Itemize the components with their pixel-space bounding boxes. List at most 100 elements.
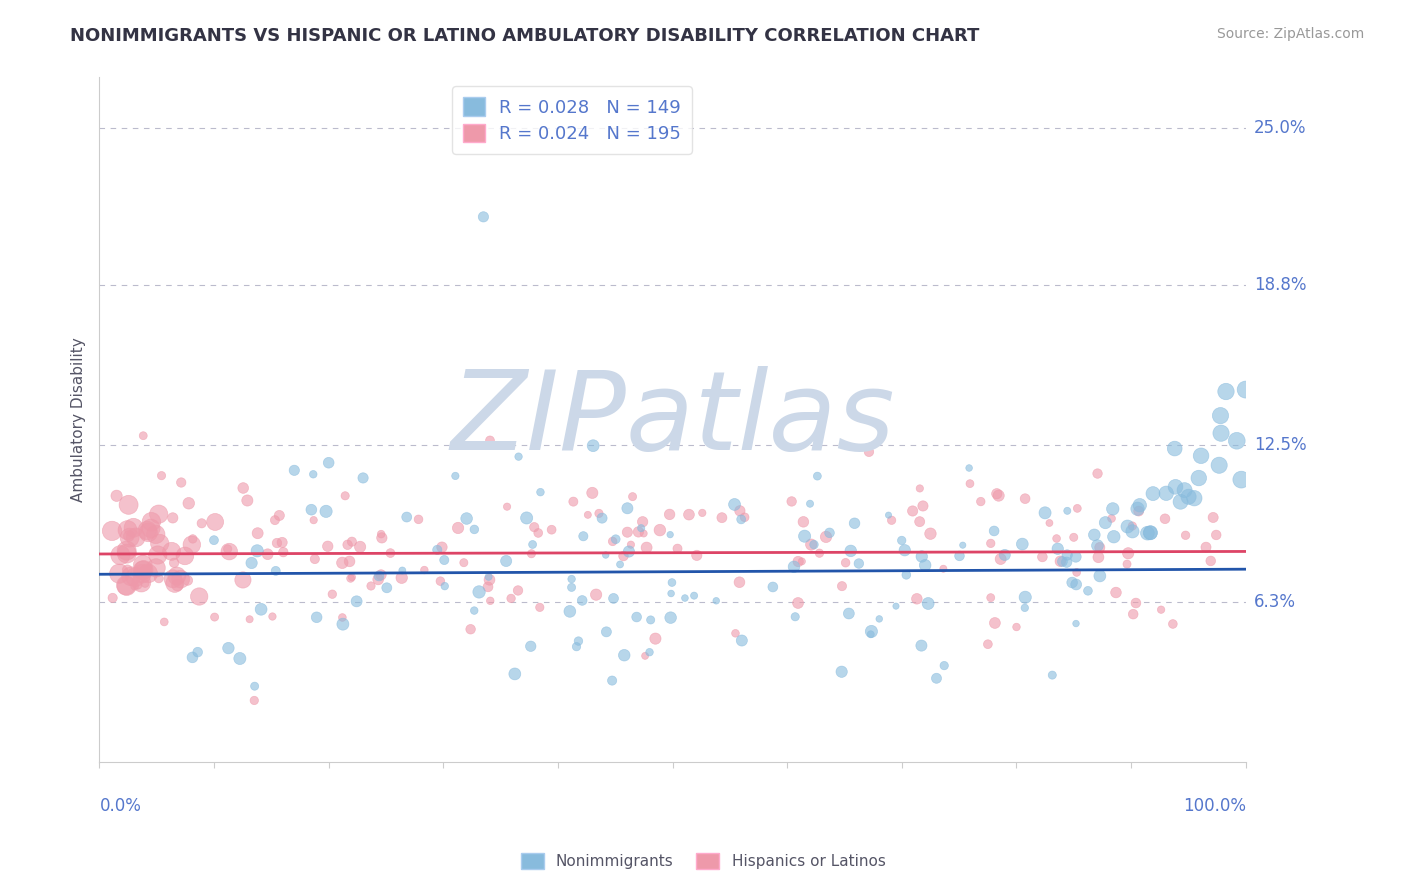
Point (890, 533, 912, 548)
Point (478, 570, 501, 584)
Point (150, 468, 173, 483)
Point (920, 526, 942, 541)
Point (101, 591, 124, 605)
Point (204, 610, 226, 624)
Point (1230, 473, 1253, 487)
Point (860, 624, 883, 639)
Point (202, 533, 225, 548)
Point (131, 566, 153, 581)
Point (1066, 501, 1088, 516)
Point (177, 496, 200, 510)
Point (808, 546, 831, 560)
Point (613, 648, 636, 663)
Point (166, 578, 188, 592)
Point (1126, 501, 1149, 516)
Point (844, 516, 866, 531)
Point (1139, 525, 1161, 540)
Point (529, 600, 551, 615)
Point (616, 525, 638, 540)
Point (1062, 575, 1084, 590)
Point (595, 548, 617, 562)
Point (318, 456, 340, 470)
Text: ZIPatlas: ZIPatlas (450, 366, 894, 473)
Point (217, 641, 239, 656)
Point (360, 579, 382, 593)
Point (723, 498, 745, 512)
Point (633, 526, 655, 541)
Point (908, 482, 931, 496)
Point (1031, 549, 1053, 564)
Point (346, 594, 368, 608)
Point (576, 508, 599, 522)
Point (264, 564, 287, 578)
Point (799, 497, 821, 511)
Point (1116, 557, 1139, 571)
Text: NONIMMIGRANTS VS HISPANIC OR LATINO AMBULATORY DISABILITY CORRELATION CHART: NONIMMIGRANTS VS HISPANIC OR LATINO AMBU… (70, 27, 980, 45)
Point (666, 541, 689, 556)
Point (585, 588, 607, 602)
Point (148, 571, 170, 585)
Point (762, 580, 785, 594)
Point (408, 512, 430, 526)
Point (340, 570, 363, 584)
Point (136, 566, 159, 581)
Point (731, 633, 754, 648)
Point (527, 525, 550, 540)
Point (1154, 486, 1177, 500)
Point (141, 515, 163, 529)
Point (911, 499, 934, 513)
Point (266, 536, 288, 550)
Point (149, 536, 172, 550)
Point (562, 494, 585, 508)
Point (1088, 541, 1111, 555)
Point (803, 538, 825, 552)
Point (370, 527, 392, 541)
Point (413, 563, 436, 577)
Point (987, 489, 1010, 503)
Text: 25.0%: 25.0% (1254, 120, 1306, 137)
Point (678, 508, 700, 522)
Point (340, 534, 363, 549)
Point (605, 533, 627, 547)
Point (444, 469, 467, 483)
Point (283, 463, 305, 477)
Point (1046, 541, 1069, 556)
Point (447, 521, 470, 535)
Point (848, 557, 870, 571)
Point (831, 579, 853, 593)
Point (571, 593, 593, 607)
Point (1011, 537, 1033, 551)
Point (339, 554, 361, 568)
Point (173, 549, 195, 563)
Point (115, 579, 138, 593)
Point (349, 540, 371, 554)
Point (516, 511, 538, 525)
Point (375, 581, 398, 595)
Point (229, 651, 252, 665)
Point (302, 467, 325, 482)
Point (478, 573, 501, 587)
Point (591, 511, 613, 525)
Point (429, 574, 451, 589)
Point (917, 597, 939, 611)
Point (896, 567, 918, 582)
Point (644, 632, 666, 646)
Point (218, 544, 240, 558)
Point (299, 502, 322, 516)
Point (616, 501, 638, 516)
Point (453, 556, 475, 570)
Point (1066, 566, 1088, 580)
Point (1049, 554, 1071, 568)
Point (1087, 539, 1109, 553)
Point (908, 515, 931, 529)
Point (792, 515, 814, 529)
Point (187, 645, 209, 659)
Point (1064, 549, 1087, 564)
Point (479, 434, 502, 448)
Point (117, 498, 139, 512)
Point (519, 640, 541, 654)
Point (153, 615, 176, 629)
Point (1177, 490, 1199, 504)
Point (368, 569, 391, 583)
Point (673, 591, 696, 605)
